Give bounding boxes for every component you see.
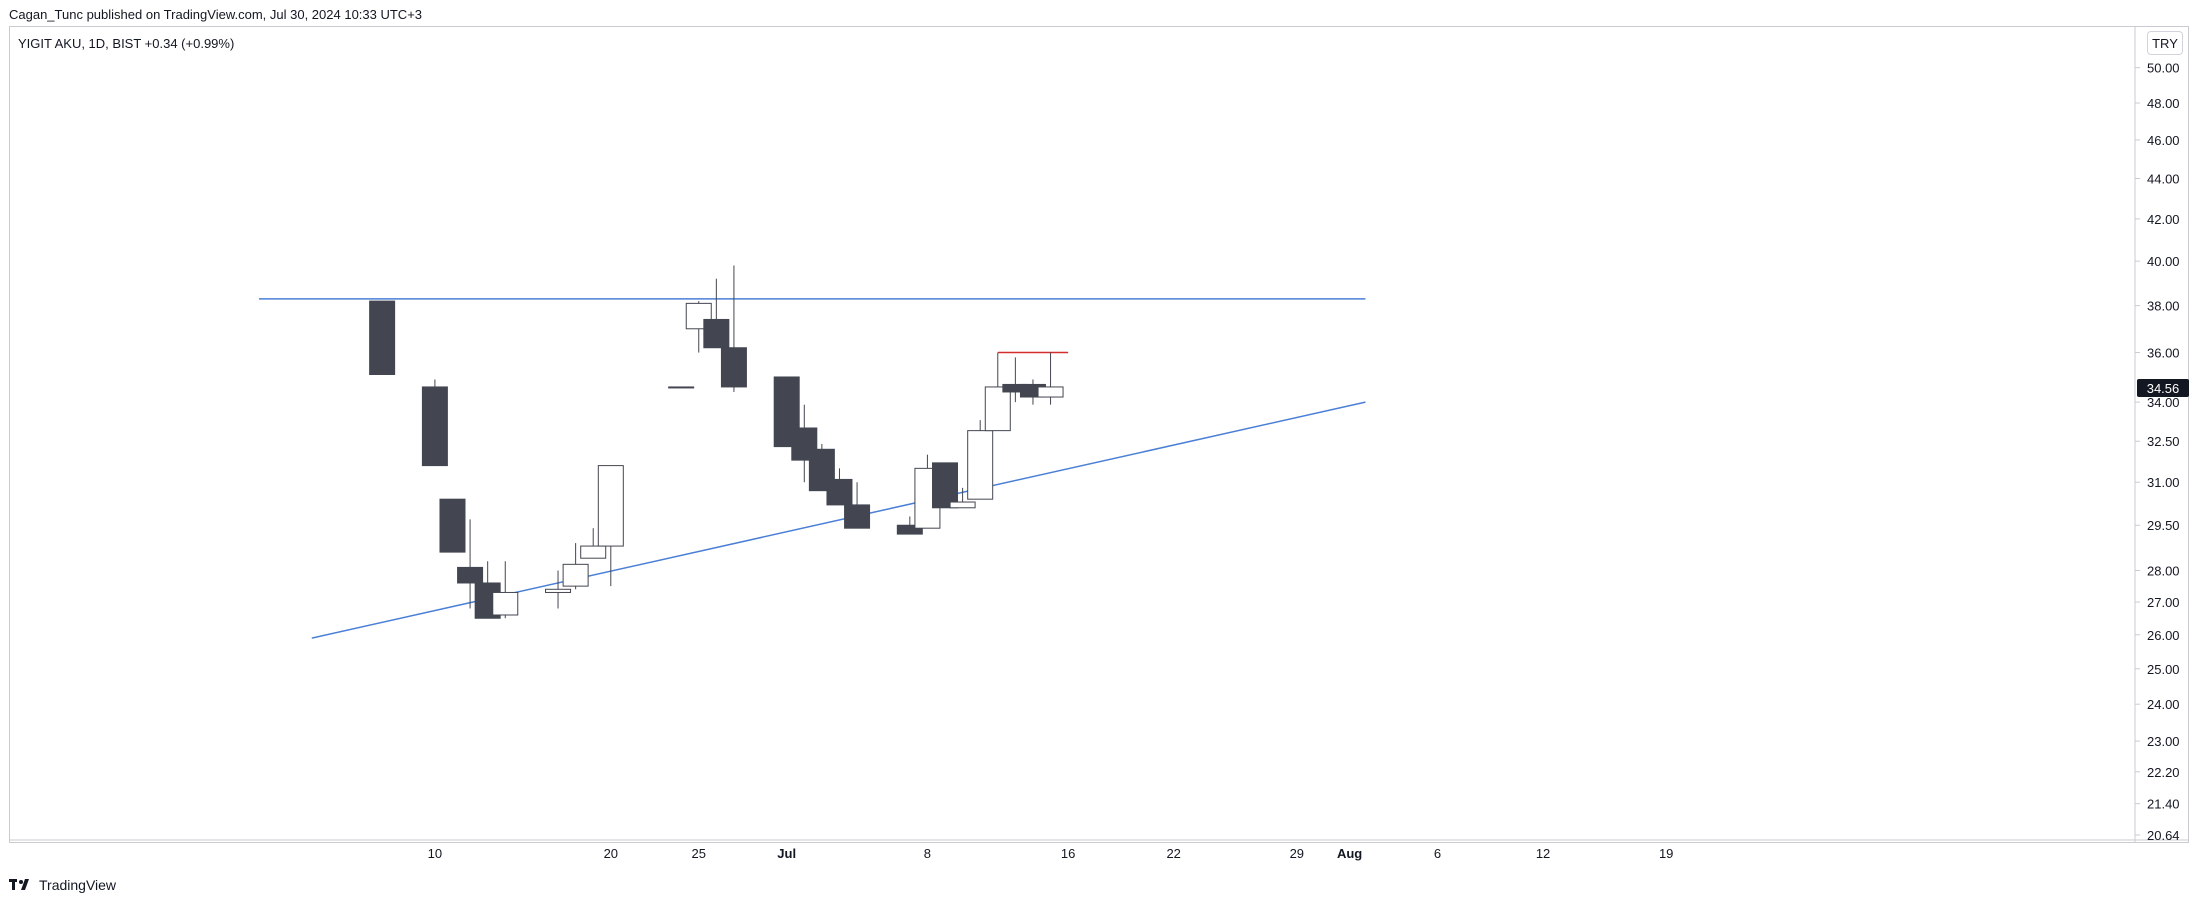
candle-body-down [720, 347, 747, 388]
candle-body-down [896, 524, 923, 535]
time-tick-label: 22 [1166, 846, 1180, 861]
time-tick-label: 25 [692, 846, 706, 861]
brand-label: TradingView [39, 877, 117, 893]
time-tick-label: 16 [1061, 846, 1075, 861]
candle-body-down [703, 318, 730, 349]
published-by-line: Cagan_Tunc published on TradingView.com,… [9, 7, 423, 22]
last-price-label: 34.56 [2147, 381, 2180, 396]
price-tick-label: 25.00 [2147, 662, 2180, 677]
candle-body-down [457, 566, 484, 584]
price-tick-label: 21.40 [2147, 797, 2180, 812]
price-tick-label: 28.00 [2147, 564, 2180, 579]
candlestick [896, 516, 923, 535]
candlestick [597, 465, 624, 587]
candle-body-up [949, 501, 976, 509]
time-axis[interactable]: 10 20 25 Jul 8 16 22 29 Aug 6 12 19 [428, 846, 1674, 861]
last-price-badge [2137, 378, 2189, 397]
candlestick [421, 379, 448, 467]
candlestick [826, 468, 853, 506]
candlestick [562, 543, 589, 590]
last-price-marker: 34.56 [2137, 378, 2189, 397]
tradingview-logo-icon [9, 879, 29, 890]
candlestick [949, 487, 976, 509]
chart-frame [9, 26, 2189, 843]
candlestick [580, 528, 607, 559]
candlestick [844, 482, 871, 529]
candle-body-up [580, 545, 607, 559]
price-tick-label: 36.00 [2147, 346, 2180, 361]
tradingview-brand[interactable]: TradingView [9, 877, 116, 893]
price-tick-label: 23.00 [2147, 734, 2180, 749]
price-tick-label: 24.00 [2147, 697, 2180, 712]
time-tick-label: 12 [1536, 846, 1550, 861]
candlestick [369, 300, 396, 375]
price-axis[interactable]: 50.00 48.00 46.00 44.00 42.00 40.00 38.00 36.00… [2135, 61, 2180, 843]
candlestick [703, 278, 730, 349]
candle-body-up [492, 591, 519, 616]
candle-body-down [421, 386, 448, 467]
candlestick [967, 420, 994, 500]
time-tick-label: Jul [777, 846, 796, 861]
candle-body-up [597, 465, 624, 547]
symbol-info: YIGIT AKU, 1D, BIST +0.34 (+0.99%) [18, 36, 235, 51]
price-tick-label: 27.00 [2147, 595, 2180, 610]
candle-body-up [668, 386, 695, 389]
candle-body-down [826, 478, 853, 506]
candle-body-up [967, 430, 994, 500]
candle-body-down [844, 504, 871, 529]
price-tick-label: 46.00 [2147, 133, 2180, 148]
currency-button[interactable]: TRY [2147, 31, 2183, 55]
candle-body-up [1037, 386, 1064, 398]
price-tick-label: 22.20 [2147, 765, 2180, 780]
candle-body-down [932, 462, 959, 509]
candlestick [439, 498, 466, 553]
candle-body-up [545, 588, 572, 593]
time-tick-label: 20 [604, 846, 618, 861]
price-tick-label: 40.00 [2147, 254, 2180, 269]
candlestick [984, 352, 1011, 432]
time-tick-label: 29 [1290, 846, 1304, 861]
price-tick-label: 42.00 [2147, 212, 2180, 227]
price-tick-label: 38.00 [2147, 299, 2180, 314]
time-tick-label: Aug [1337, 846, 1362, 861]
candle-body-up [562, 563, 589, 587]
candle-body-down [369, 300, 396, 375]
price-tick-label: 34.00 [2147, 395, 2180, 410]
candle-body-up [984, 386, 1011, 432]
price-tick-label: 29.50 [2147, 518, 2180, 533]
price-tick-label: 32.50 [2147, 434, 2180, 449]
candlestick [492, 561, 519, 619]
candles-layer [369, 265, 1064, 619]
price-tick-label: 26.00 [2147, 628, 2180, 643]
candlestick [1037, 352, 1064, 405]
candlestick [932, 462, 959, 509]
candle-body-down [439, 498, 466, 553]
time-tick-label: 8 [924, 846, 931, 861]
candlestick [457, 519, 484, 609]
time-tick-label: 6 [1434, 846, 1441, 861]
price-tick-label: 48.00 [2147, 96, 2180, 111]
candlestick [668, 386, 695, 389]
price-tick-label: 50.00 [2147, 61, 2180, 76]
candlestick [720, 265, 747, 392]
price-tick-label: 20.64 [2147, 828, 2180, 843]
candlestick [545, 570, 572, 609]
price-tick-label: 44.00 [2147, 172, 2180, 187]
time-tick-label: 10 [428, 846, 442, 861]
time-tick-label: 19 [1659, 846, 1673, 861]
price-tick-label: 31.00 [2147, 475, 2180, 490]
